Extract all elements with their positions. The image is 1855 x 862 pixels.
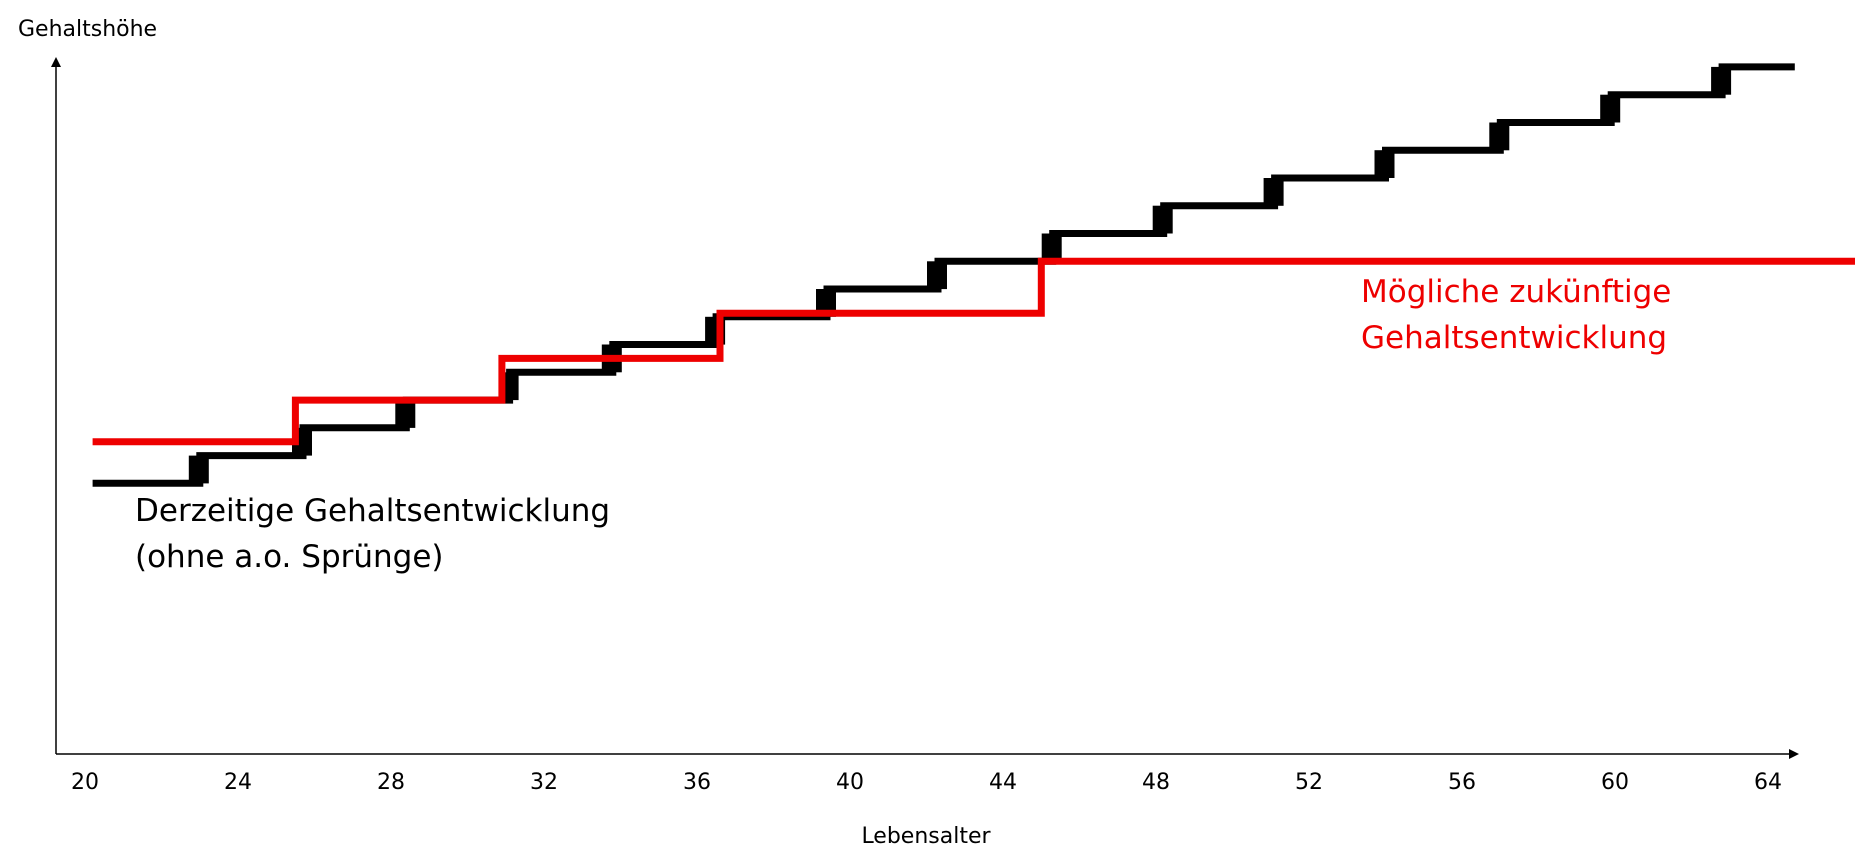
x-tick-label-48: 48: [1142, 770, 1170, 795]
x-axis-title: Lebensalter: [861, 824, 991, 849]
step-riser-current: [1711, 66, 1732, 95]
x-tick-label-36: 36: [683, 770, 711, 795]
x-tick-labels: 20 24 28 32 36 40 44 48 52 56 60 64: [71, 770, 1782, 795]
x-tick-label-28: 28: [377, 770, 405, 795]
step-riser-current: [1263, 178, 1284, 206]
step-riser-current: [1374, 150, 1395, 178]
x-tick-label-64: 64: [1754, 770, 1782, 795]
annotation-future-line-2: Gehaltsentwicklung: [1361, 320, 1667, 356]
step-riser-current: [188, 455, 209, 484]
step-riser-current: [1152, 205, 1173, 234]
series-group: [92, 63, 1855, 487]
series-line-future: [92, 257, 1855, 446]
annotation-future-salary: Mögliche zukünftige Gehaltsentwicklung: [1361, 274, 1671, 356]
x-tick-label-44: 44: [989, 770, 1017, 795]
step-riser-current: [1600, 94, 1621, 123]
x-tick-label-60: 60: [1601, 770, 1629, 795]
annotation-future-line-1: Mögliche zukünftige: [1361, 274, 1671, 310]
x-tick-label-56: 56: [1448, 770, 1476, 795]
step-riser-current: [927, 261, 947, 290]
annotation-current-salary: Derzeitige Gehaltsentwicklung (ohne a.o.…: [135, 493, 610, 575]
step-riser-current: [395, 400, 416, 428]
x-tick-label-32: 32: [530, 770, 558, 795]
annotation-current-line-1: Derzeitige Gehaltsentwicklung: [135, 493, 610, 529]
x-tick-label-40: 40: [836, 770, 864, 795]
annotation-current-line-2: (ohne a.o. Sprünge): [135, 539, 444, 575]
step-riser-current: [1041, 233, 1062, 262]
axes: [51, 57, 1799, 759]
x-tick-label-24: 24: [224, 770, 252, 795]
x-tick-label-52: 52: [1295, 770, 1323, 795]
y-axis-title: Gehaltshöhe: [18, 17, 157, 42]
step-riser-current: [1489, 122, 1510, 151]
x-tick-label-20: 20: [71, 770, 99, 795]
